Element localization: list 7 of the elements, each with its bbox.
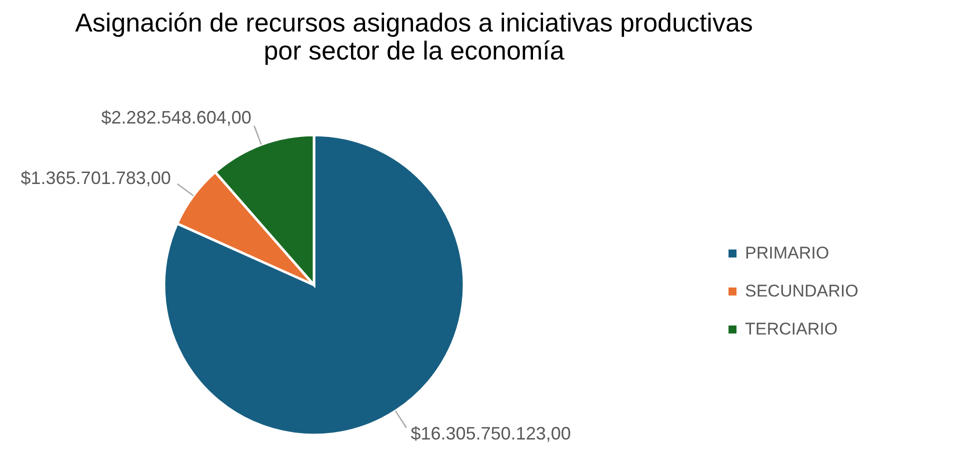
- data-label: $1.365.701.783,00: [20, 168, 171, 188]
- legend-label: SECUNDARIO: [745, 282, 858, 300]
- legend-label: PRIMARIO: [745, 244, 830, 262]
- data-label: $2.282.548.604,00: [101, 107, 252, 128]
- legend-label: TERCIARIO: [745, 320, 838, 338]
- data-label: $16.305.750.123,00: [410, 423, 571, 444]
- chart-title: Asignación de recursos asignados a iniciativas productivas por sector de la economía: [75, 7, 753, 66]
